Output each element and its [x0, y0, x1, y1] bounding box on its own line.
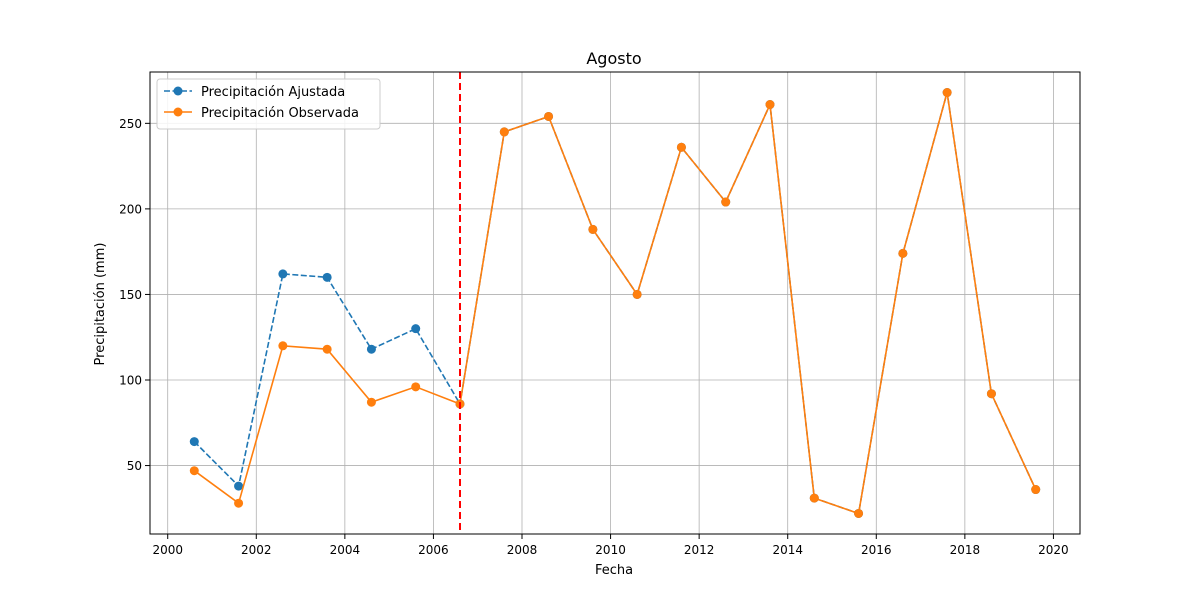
x-tick-label: 2010	[595, 543, 626, 557]
x-tick-label: 2006	[418, 543, 449, 557]
data-point-ajustada	[189, 437, 199, 447]
series-observada	[189, 88, 1041, 518]
data-point-ajustada	[278, 269, 288, 279]
data-point-ajustada	[366, 344, 376, 354]
data-point-observada	[676, 142, 686, 152]
chart-title: Agosto	[586, 49, 641, 68]
data-point-observada	[234, 498, 244, 508]
x-tick-label: 2000	[152, 543, 183, 557]
data-point-observada	[632, 289, 642, 299]
legend: Precipitación Ajustada Precipitación Obs…	[156, 78, 381, 130]
data-point-observada	[544, 111, 554, 121]
y-tick-label: 200	[119, 202, 142, 216]
data-point-ajustada	[411, 324, 421, 334]
x-axis-ticks: 2000 2002 2004 2006 2008 2010 2012 2014 2016 2018…	[152, 534, 1069, 557]
y-tick-label: 250	[119, 117, 142, 131]
data-point-observada	[366, 397, 376, 407]
data-point-observada	[721, 197, 731, 207]
data-point-observada	[986, 389, 996, 399]
x-tick-label: 2012	[684, 543, 715, 557]
data-point-observada	[809, 493, 819, 503]
data-point-observada	[854, 508, 864, 518]
x-tick-label: 2016	[861, 543, 892, 557]
legend-box	[156, 78, 381, 130]
x-axis-label: Fecha	[595, 563, 633, 578]
legend-marker-observada	[173, 107, 183, 117]
y-tick-label: 150	[119, 288, 142, 302]
y-axis-label: Precipitación (mm)	[93, 243, 108, 366]
data-point-observada	[588, 224, 598, 234]
x-tick-label: 2014	[772, 543, 803, 557]
data-point-observada	[189, 466, 199, 476]
data-point-observada	[898, 248, 908, 258]
y-tick-label: 50	[127, 459, 142, 473]
data-point-observada	[322, 344, 332, 354]
data-point-observada	[411, 382, 421, 392]
data-point-observada	[499, 127, 509, 137]
data-point-observada	[942, 88, 952, 98]
legend-label-observada: Precipitación Observada	[201, 106, 359, 121]
legend-marker-ajustada	[173, 86, 183, 96]
series-layer	[189, 88, 1041, 518]
data-point-observada	[765, 100, 775, 110]
series-line-observada	[193, 92, 1037, 515]
data-point-observada	[1031, 485, 1041, 495]
y-tick-label: 100	[119, 374, 142, 388]
legend-label-ajustada: Precipitación Ajustada	[201, 85, 345, 100]
data-point-observada	[278, 341, 288, 351]
x-tick-label: 2002	[241, 543, 272, 557]
data-point-ajustada	[322, 272, 332, 282]
x-tick-label: 2008	[507, 543, 538, 557]
data-point-ajustada	[234, 481, 244, 491]
x-tick-label: 2018	[950, 543, 981, 557]
x-tick-label: 2004	[330, 543, 361, 557]
plot-area-frame	[149, 71, 1081, 535]
y-axis-ticks: 50 100 150 200 250	[119, 117, 150, 473]
x-tick-label: 2020	[1038, 543, 1069, 557]
